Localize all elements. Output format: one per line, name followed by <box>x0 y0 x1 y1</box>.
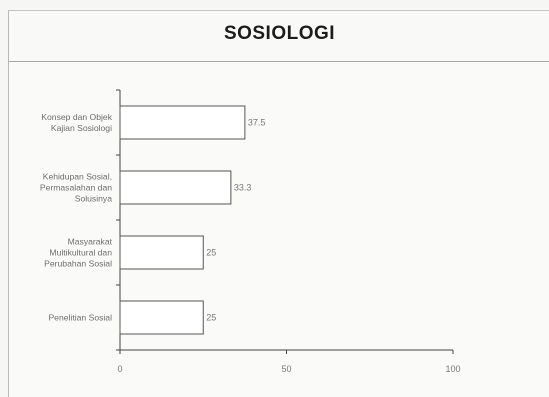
category-label: Masyarakat Multikultural dan Perubahan Sos… <box>44 237 112 269</box>
bar-value-label: 25 <box>206 248 216 258</box>
bar <box>119 105 246 140</box>
x-tick-label: 0 <box>117 364 122 374</box>
category-label: Konsep dan Objek Kajian Sosiologi <box>41 112 112 133</box>
chart-title: SOSIOLOGI <box>223 23 336 44</box>
bar-value-label: 37.5 <box>248 118 266 128</box>
bar <box>119 300 204 335</box>
chart-frame: SOSIOLOGI <box>8 10 549 397</box>
x-tick-label: 50 <box>281 364 291 374</box>
category-label: Penelitian Sosial <box>48 313 112 323</box>
x-tick-label: 100 <box>445 364 460 374</box>
bar-value-label: 33.3 <box>234 183 252 193</box>
bar <box>119 170 232 205</box>
chart-title-bar: SOSIOLOGI <box>9 11 549 62</box>
bar <box>119 235 204 270</box>
category-label: Kehidupan Sosial, Permasalahan dan Solusin… <box>40 172 112 204</box>
bar-value-label: 25 <box>206 313 216 323</box>
